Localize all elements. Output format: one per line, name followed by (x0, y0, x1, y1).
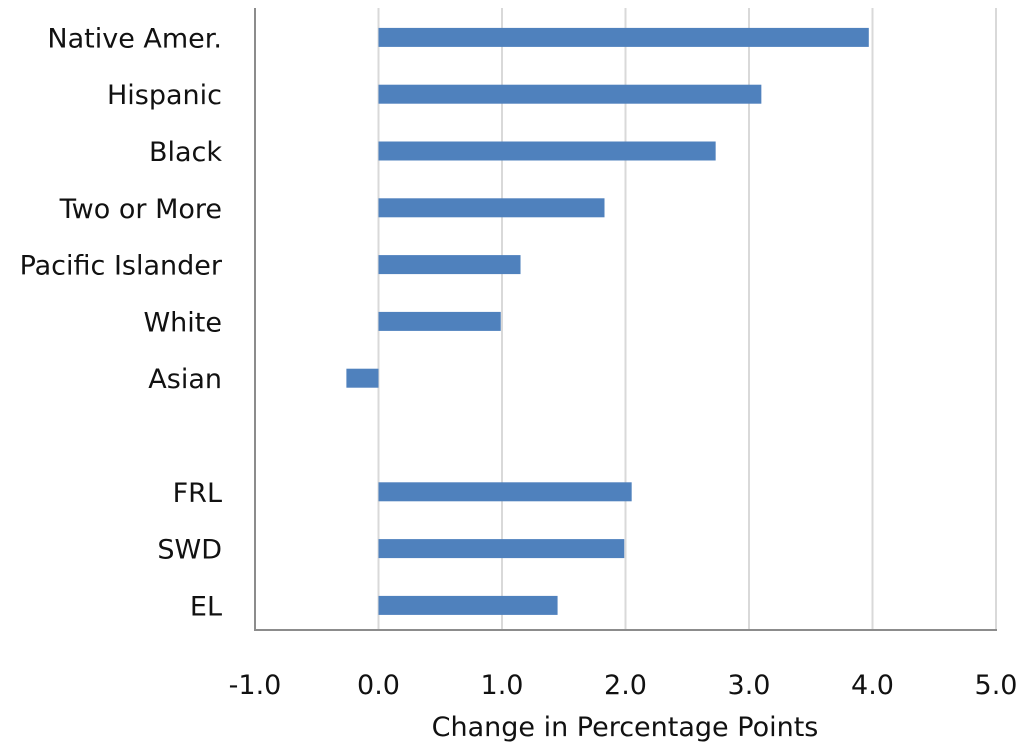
bar (346, 369, 378, 388)
x-tick-label: 0.0 (357, 670, 400, 701)
category-labels: Native Amer. Hispanic Black Two or More Paci… (20, 23, 223, 622)
x-tick-label: -1.0 (229, 670, 282, 701)
bars (346, 28, 868, 615)
category-label: White (143, 307, 222, 338)
x-axis-title: Change in Percentage Points (432, 712, 819, 743)
x-tick-label: 2.0 (604, 670, 647, 701)
bar (379, 482, 632, 501)
bar (379, 596, 558, 615)
category-label: Two or More (59, 194, 222, 225)
category-label: FRL (173, 478, 222, 509)
category-label: EL (190, 591, 222, 622)
bar (379, 198, 605, 217)
x-tick-label: 3.0 (728, 670, 771, 701)
category-label: Pacific Islander (20, 251, 223, 282)
x-tick-label: 1.0 (481, 670, 524, 701)
bar (379, 539, 625, 558)
category-label: Asian (148, 364, 222, 395)
bar (379, 85, 762, 104)
bar (379, 312, 501, 331)
x-axis: -1.0 0.0 1.0 2.0 3.0 4.0 5.0 (229, 8, 1018, 701)
category-label: SWD (157, 535, 222, 566)
bar (379, 28, 869, 47)
category-label: Hispanic (107, 80, 222, 111)
category-label: Black (149, 137, 222, 168)
bar (379, 255, 521, 274)
x-tick-label: 4.0 (851, 670, 894, 701)
bar (379, 142, 716, 161)
category-label: Native Amer. (47, 23, 222, 54)
x-tick-label: 5.0 (975, 670, 1018, 701)
